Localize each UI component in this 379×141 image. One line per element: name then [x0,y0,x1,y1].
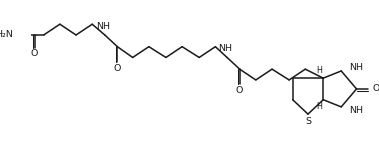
Text: O: O [236,86,243,95]
Text: O: O [114,64,121,73]
Text: H₂N: H₂N [0,30,13,39]
Text: O: O [31,49,38,58]
Text: NH: NH [349,106,363,115]
Text: S: S [305,117,311,126]
Text: NH: NH [218,44,232,53]
Text: NH: NH [96,21,110,30]
Text: O: O [373,84,379,93]
Text: H: H [317,66,323,75]
Text: NH: NH [349,63,363,72]
Text: H: H [317,102,323,111]
